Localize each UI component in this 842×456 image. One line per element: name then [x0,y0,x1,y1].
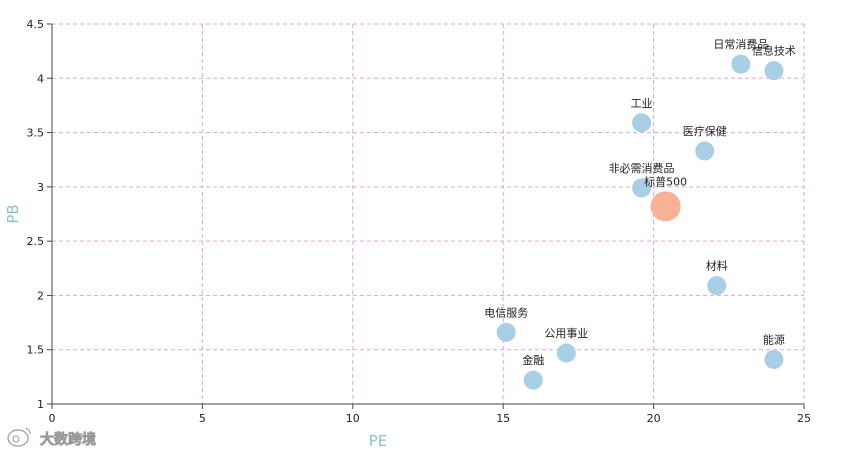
x-tick-label: 5 [199,412,206,425]
sector-point [556,343,576,363]
watermark-text: 大数跨境 [40,431,96,448]
point-label: 材料 [706,259,728,273]
point-label: 能源 [763,332,785,346]
y-axis-title: PB [4,204,22,223]
sector-point [496,322,516,342]
x-tick-label: 25 [797,412,811,425]
sector-point [707,276,727,296]
x-tick-label: 20 [647,412,661,425]
gridlines [52,23,805,404]
data-points [496,54,784,390]
point-label: 金融 [522,353,544,367]
y-tick-label: 2 [37,289,44,302]
tick-labels: 0 5 10 15 20 25 1 1.5 2 2.5 3 3.5 4 4.5 [27,18,812,425]
x-axis-title: PE [369,432,388,450]
point-label: 日常消费品 [713,37,768,51]
y-tick-label: 3.5 [27,127,45,140]
sector-point [523,370,543,390]
y-tick-label: 1 [37,398,44,411]
watermark: 大数跨境 [7,427,96,448]
y-tick-label: 4.5 [27,18,45,31]
point-label: 公用事业 [544,327,588,340]
point-label: 电信服务 [484,306,528,319]
point-label: 信息技术 [752,44,796,58]
sector-point [731,54,751,74]
x-tick-label: 10 [346,412,360,425]
weibo-logo-icon [7,427,31,447]
point-label: 工业 [631,97,653,110]
y-tick-label: 3 [37,181,44,194]
sector-point [695,141,715,161]
sector-point [632,178,652,198]
point-label: 标普500 [644,174,687,188]
sector-point [632,113,652,133]
y-tick-label: 4 [37,72,44,85]
point-label: 医疗保健 [683,124,727,138]
y-tick-label: 1.5 [27,344,45,357]
x-tick-label: 15 [496,412,510,425]
point-label: 非必需消费品 [609,161,675,175]
y-tick-label: 2.5 [27,235,45,248]
x-tick-label: 0 [49,412,56,425]
benchmark-point [650,191,681,222]
sector-point [764,61,784,81]
sector-point [764,349,784,369]
axes [51,24,804,405]
